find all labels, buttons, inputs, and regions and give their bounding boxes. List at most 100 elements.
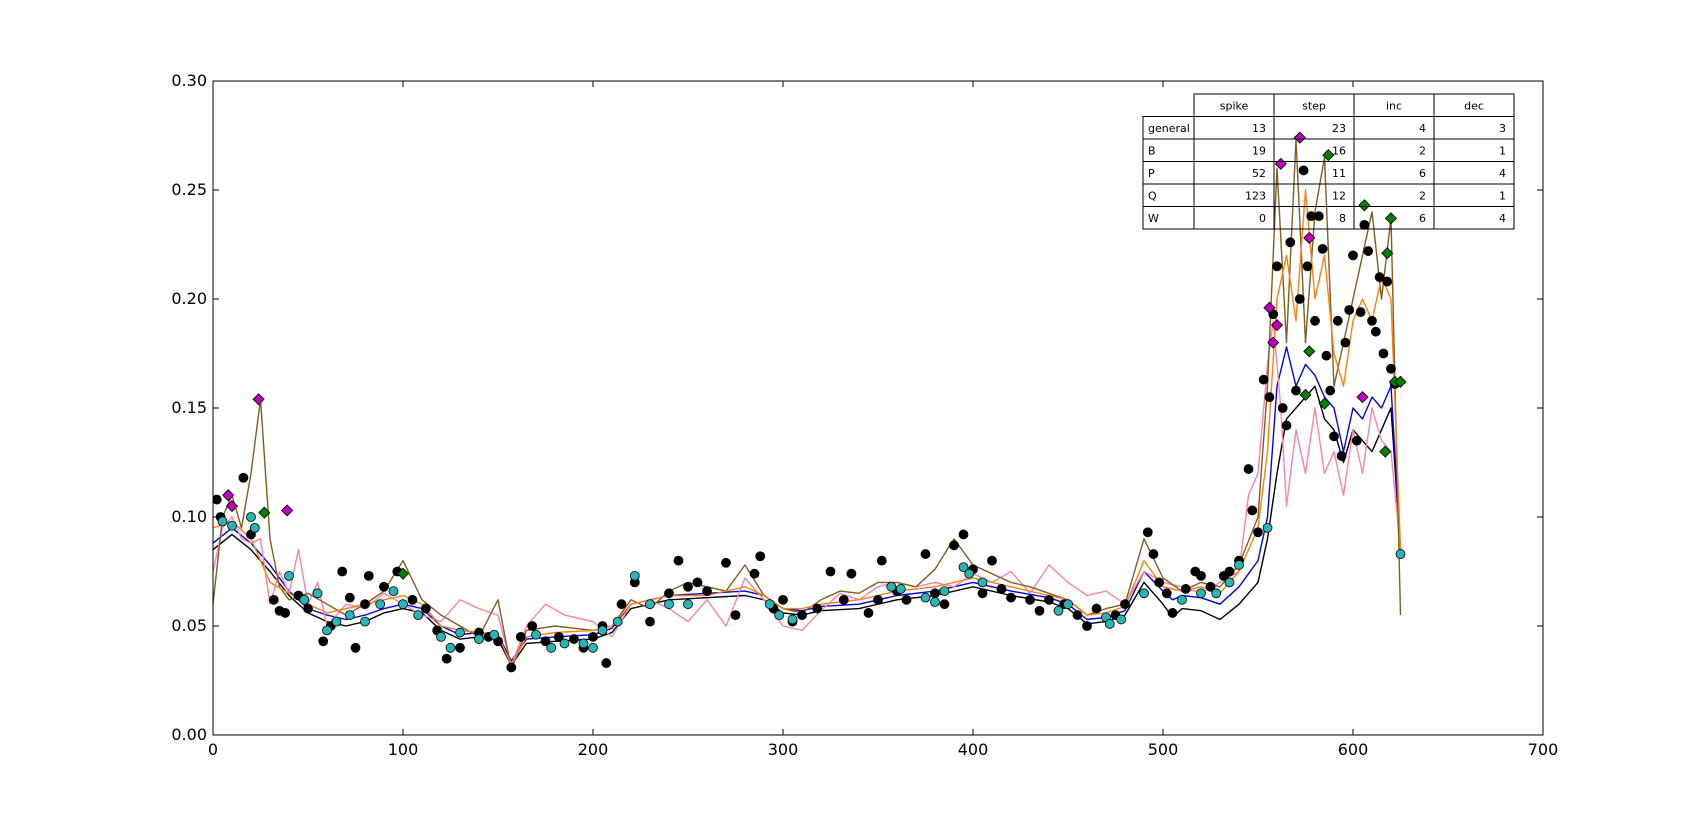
table-cell-value: 23 [1332, 122, 1346, 135]
x-tick-label: 0 [208, 740, 218, 759]
data-point-diamond [225, 500, 239, 513]
data-point [1044, 594, 1054, 605]
data-point-diamond [1358, 199, 1371, 212]
data-point [1355, 307, 1366, 317]
x-tick-label: 400 [958, 740, 989, 759]
data-point [749, 568, 760, 579]
data-point [1234, 560, 1244, 570]
data-point [398, 599, 408, 610]
data-point [958, 529, 969, 540]
table-cell-value: 1 [1499, 144, 1506, 157]
data-point [1243, 464, 1254, 474]
table-cell-value: 13 [1252, 122, 1266, 135]
data-point-diamond [1267, 336, 1280, 349]
data-point [331, 616, 342, 627]
data-point [1302, 261, 1313, 272]
table-cell-value: 6 [1419, 212, 1426, 225]
data-point [1340, 337, 1351, 348]
data-point [455, 642, 465, 653]
data-point-diamond [1318, 397, 1331, 410]
data-point [1177, 594, 1187, 605]
data-point [755, 551, 766, 562]
data-point [1298, 165, 1309, 176]
data-point [546, 642, 557, 653]
data-point [1139, 588, 1149, 599]
data-point [1264, 392, 1275, 403]
data-point [322, 625, 332, 636]
data-point [1006, 592, 1016, 603]
y-tick-label: 0.20 [171, 289, 207, 308]
data-point [939, 586, 950, 597]
data-point [1329, 431, 1339, 442]
data-point-diamond [1303, 345, 1316, 358]
data-point [303, 603, 313, 614]
table-cell-value: 3 [1499, 122, 1506, 135]
data-point [1053, 605, 1064, 616]
series-8 [258, 149, 1407, 580]
data-point [597, 625, 608, 636]
x-tick-label: 200 [578, 740, 609, 759]
data-point [1211, 588, 1222, 599]
x-tick-label: 300 [768, 740, 799, 759]
data-point [977, 588, 988, 599]
table-header-label: inc [1386, 99, 1402, 112]
table-header-label: step [1302, 99, 1326, 112]
table-cell-value: 1 [1499, 189, 1506, 202]
data-point [238, 472, 249, 483]
series-6 [217, 512, 1406, 653]
data-point [774, 610, 785, 620]
y-tick-label: 0.10 [171, 507, 207, 526]
data-point [441, 653, 452, 664]
y-tick-label: 0.30 [171, 71, 207, 90]
data-point [873, 594, 883, 605]
data-point [1386, 363, 1396, 374]
data-point [664, 599, 674, 610]
data-point [588, 642, 598, 653]
table-cell-value: 4 [1499, 167, 1506, 180]
data-point [846, 568, 857, 579]
data-point-diamond [1322, 149, 1335, 162]
y-tick-label: 0.15 [171, 398, 207, 417]
data-point [876, 555, 887, 566]
y-tick-label: 0.25 [171, 180, 207, 199]
table-row-label: W [1148, 212, 1159, 225]
data-point [559, 638, 570, 649]
data-point [629, 570, 640, 581]
data-point [1378, 348, 1389, 359]
data-point [1091, 603, 1102, 614]
data-point-diamond [1381, 247, 1394, 260]
table-row-label: Q [1148, 189, 1157, 202]
data-point [515, 632, 526, 642]
data-point [1104, 618, 1115, 629]
data-point [527, 621, 538, 631]
data-point [1180, 584, 1191, 594]
data-point [1294, 294, 1305, 304]
data-point [280, 608, 291, 618]
data-point [692, 577, 703, 588]
data-point-diamond [258, 506, 271, 519]
data-point [1395, 549, 1406, 559]
data-point [1374, 272, 1385, 283]
data-point-diamond [281, 504, 294, 517]
data-point [949, 540, 959, 551]
series-0 [213, 385, 1402, 666]
data-point [721, 557, 731, 568]
data-point [489, 629, 500, 640]
data-point [964, 568, 975, 579]
data-point [838, 594, 849, 605]
data-point [344, 610, 355, 620]
data-point [920, 549, 931, 559]
x-tick-label: 100 [388, 740, 419, 759]
data-point [1359, 219, 1370, 230]
data-point [812, 603, 823, 614]
data-point [1224, 566, 1235, 577]
data-point [249, 523, 260, 533]
data-point [407, 594, 418, 605]
data-point [1317, 243, 1328, 254]
data-point [886, 581, 897, 592]
data-point [645, 599, 655, 610]
data-point [588, 632, 598, 642]
data-point [1344, 304, 1355, 315]
data-point [1262, 523, 1273, 533]
